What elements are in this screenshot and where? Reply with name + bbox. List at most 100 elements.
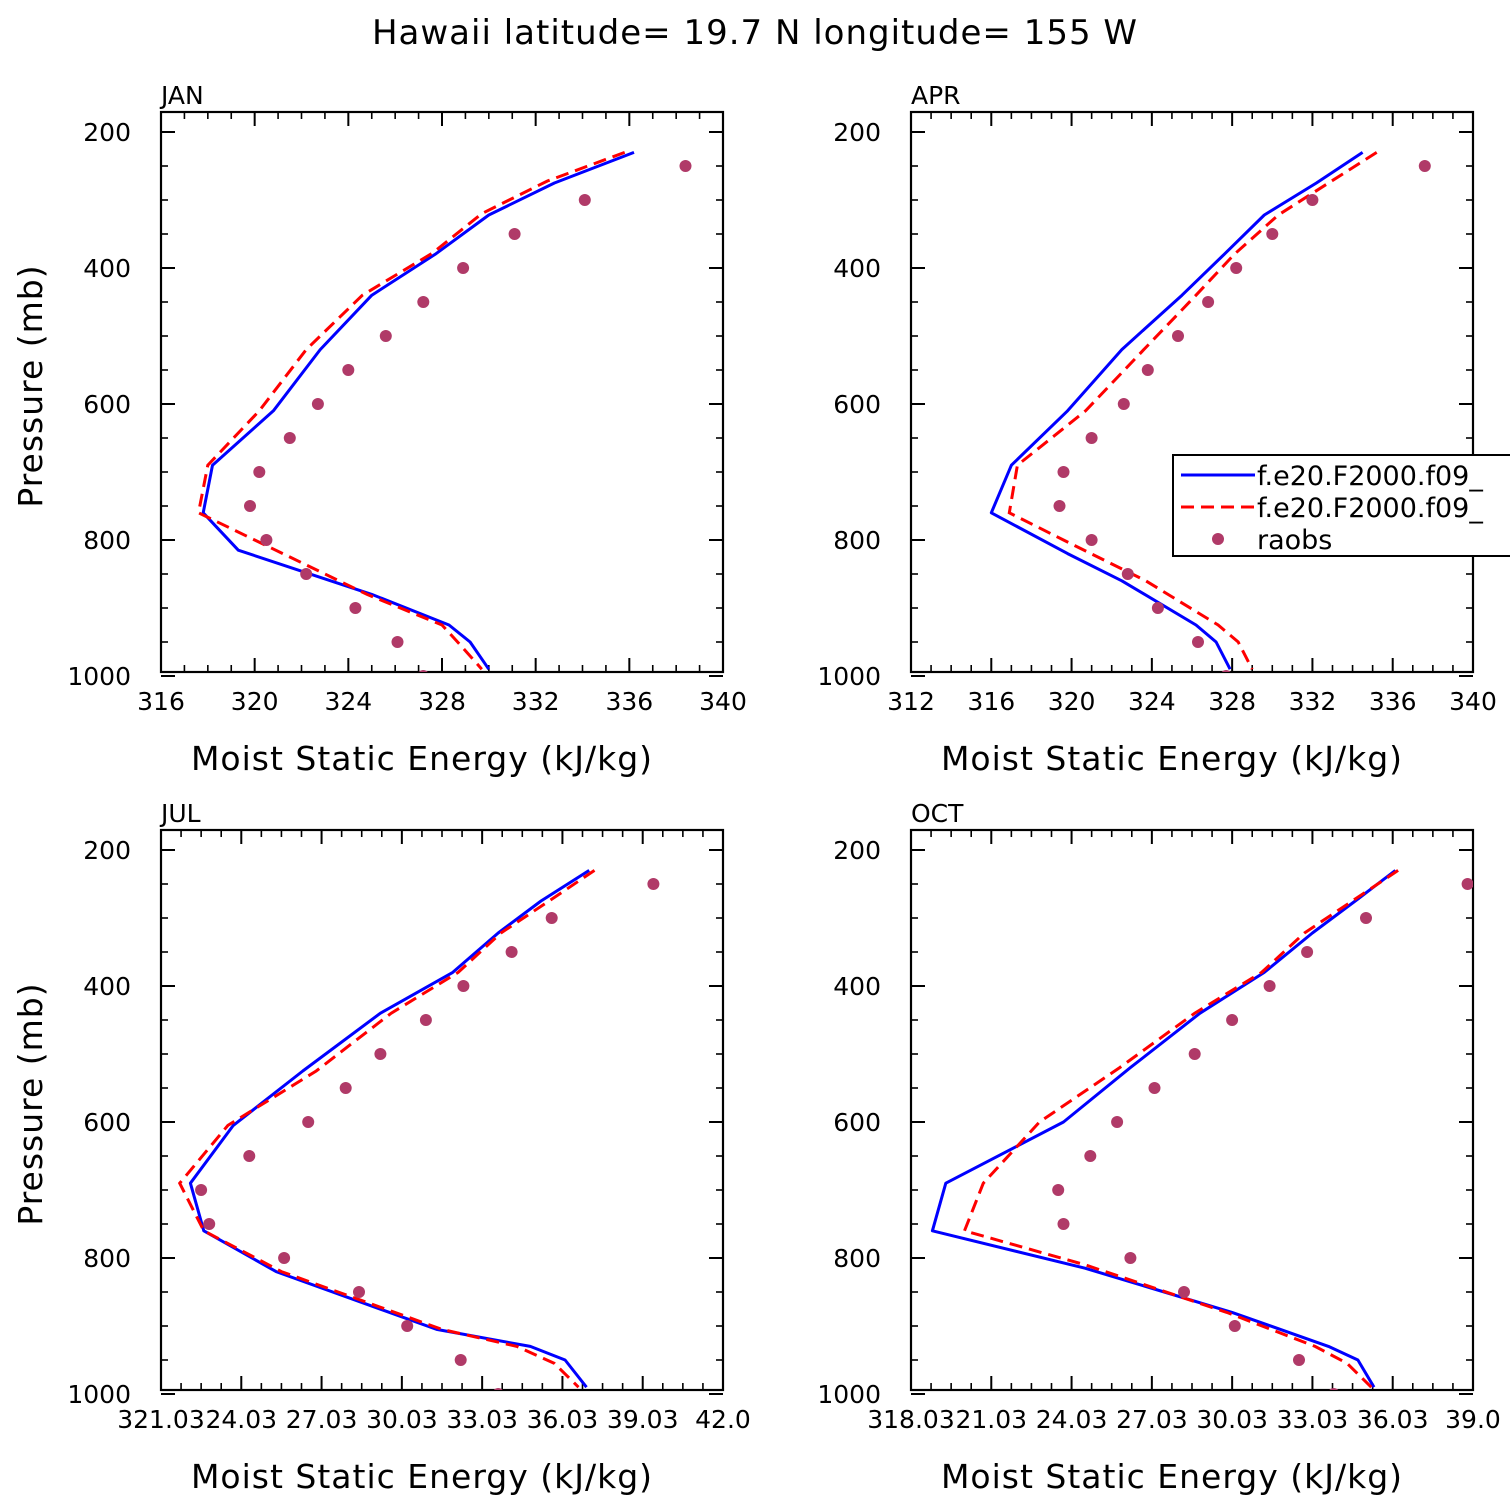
raobs-point: [253, 466, 266, 478]
raobs-point: [1461, 878, 1473, 890]
raobs-point: [353, 1286, 365, 1298]
series-group: [930, 869, 1473, 1390]
raobs-point: [1221, 670, 1231, 672]
raobs-point: [647, 878, 660, 890]
series-group: [989, 151, 1431, 672]
raobs-point: [457, 262, 470, 274]
raobs-point: [195, 1184, 208, 1196]
legend-entry: f.e20.F2000.f09_: [1181, 461, 1483, 492]
x-tick-label: 30.03: [366, 1405, 438, 1434]
raobs-point: [1057, 466, 1070, 478]
raobs-point: [1178, 1286, 1190, 1298]
x-tick-label: 328: [1208, 687, 1256, 716]
raobs-point: [419, 1014, 432, 1026]
x-tick-label: 39.03: [607, 1405, 679, 1434]
raobs-point: [283, 432, 296, 444]
panel-oct: OCT 318.03 21.03 24.03 27.03 30.03 33.03 36.03 3…: [817, 799, 1500, 1496]
raobs-point: [679, 160, 692, 172]
raobs-point: [302, 1116, 315, 1128]
x-tick-label: 336: [1369, 687, 1417, 716]
raobs-point: [349, 602, 362, 614]
raobs-point: [374, 1048, 387, 1060]
y-axis-label: Pressure (mb): [11, 264, 50, 507]
x-tick-label: 324: [1128, 687, 1176, 716]
series-line-model2: [196, 150, 626, 671]
raobs-point: [1057, 1218, 1070, 1230]
x-tick-label: 340: [1449, 687, 1497, 716]
raobs-point: [1148, 1082, 1161, 1094]
x-tick-label: 316: [967, 687, 1015, 716]
raobs-point: [505, 946, 518, 958]
raobs-point: [1141, 364, 1154, 376]
x-tick-label: 318.03: [867, 1405, 954, 1434]
raobs-point: [508, 228, 521, 240]
raobs-point: [457, 980, 470, 992]
raobs-point: [1053, 500, 1066, 512]
legend-entry: f.e20.F2000.f09_: [1181, 493, 1483, 524]
x-tick-label: 36.03: [527, 1405, 599, 1434]
raobs-point: [379, 330, 392, 342]
raobs-point: [1085, 534, 1098, 546]
legend-label: f.e20.F2000.f09_: [1257, 493, 1483, 524]
raobs-point: [1192, 636, 1204, 648]
y-tick-label: 800: [833, 1244, 881, 1273]
raobs-point: [1266, 228, 1279, 240]
panel-title: OCT: [911, 799, 964, 828]
x-tick-label: 328: [418, 687, 466, 716]
series-line-model2: [962, 869, 1399, 1389]
panel-title: APR: [911, 81, 961, 110]
raobs-point: [1301, 946, 1314, 958]
x-tick-label: 24.03: [1036, 1405, 1108, 1434]
panel-jan: JAN 316 320 324 328 332 336 340 200 400 600 800 1000…: [11, 81, 747, 778]
raobs-point: [243, 1150, 256, 1162]
series-line-model2: [1007, 151, 1378, 670]
raobs-point: [1293, 1354, 1305, 1366]
x-tick-label: 33.03: [1277, 1405, 1349, 1434]
y-tick-label: 1000: [67, 662, 131, 691]
x-tick-label: 42.0: [695, 1405, 751, 1434]
series-line-model2: [177, 869, 596, 1389]
raobs-point: [1124, 1252, 1137, 1264]
raobs-point: [578, 194, 591, 206]
panel-jul: JUL 321.03 24.03 27.03 30.03 33.03 36.03 39.03 4…: [11, 799, 751, 1496]
x-tick-label: 27.03: [286, 1405, 358, 1434]
plot-frame: [909, 828, 1475, 1392]
y-tick-label: 200: [833, 836, 881, 865]
x-tick-label: 316: [137, 687, 185, 716]
raobs-point: [1418, 160, 1431, 172]
raobs-point: [339, 1082, 352, 1094]
raobs-point: [1226, 1014, 1239, 1026]
y-tick-label: 400: [83, 254, 131, 283]
raobs-point: [1230, 262, 1243, 274]
raobs-point: [203, 1218, 216, 1230]
x-tick-label: 36.03: [1357, 1405, 1429, 1434]
x-tick-label: 321.03: [117, 1405, 204, 1434]
x-tick-label: 320: [231, 687, 279, 716]
panel-title: JUL: [159, 799, 201, 828]
x-axis-label: Moist Static Energy (kJ/kg): [941, 1457, 1403, 1496]
raobs-point: [244, 500, 256, 512]
legend-entry: raobs: [1212, 525, 1332, 556]
series-line-model1: [201, 150, 635, 671]
y-tick-label: 600: [83, 1108, 131, 1137]
x-tick-label: 39.0: [1445, 1405, 1501, 1434]
x-tick-label: 24.03: [205, 1405, 277, 1434]
x-tick-label: 312: [887, 687, 935, 716]
raobs-point: [454, 1354, 467, 1366]
y-tick-label: 1000: [67, 1380, 131, 1409]
x-tick-label: 332: [512, 687, 560, 716]
series-group: [196, 150, 692, 672]
raobs-point: [418, 670, 428, 672]
raobs-point: [278, 1252, 291, 1264]
y-tick-label: 800: [83, 1244, 131, 1273]
plot-frame: [159, 110, 725, 674]
series-group: [177, 869, 660, 1390]
y-tick-label: 200: [833, 118, 881, 147]
raobs-point: [1306, 194, 1319, 206]
series-line-model1: [989, 151, 1364, 670]
raobs-point: [300, 568, 313, 580]
raobs-point: [1052, 1184, 1065, 1196]
raobs-point: [1202, 296, 1215, 308]
panel-title: JAN: [159, 81, 204, 110]
raobs-point: [1151, 602, 1164, 614]
